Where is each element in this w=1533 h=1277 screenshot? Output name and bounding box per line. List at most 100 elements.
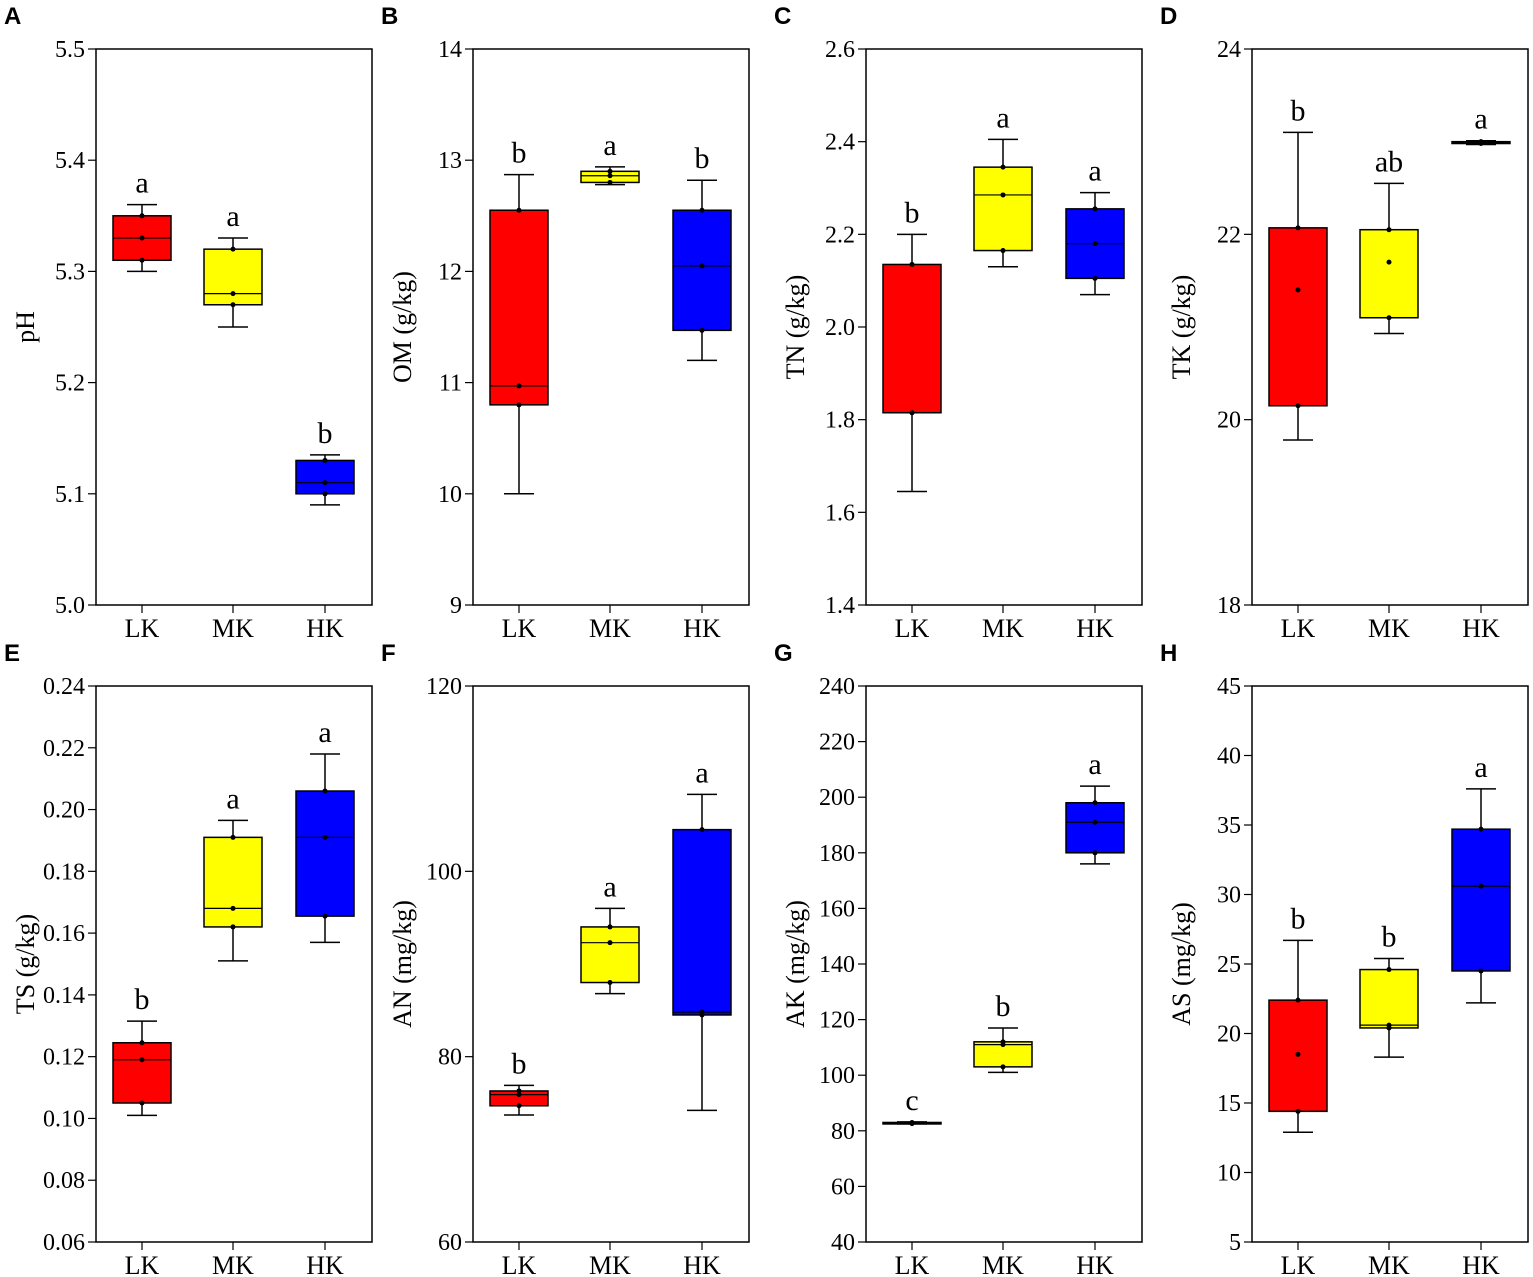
box-a-lk: a: [112, 167, 172, 273]
sig-label-f-lk: b: [512, 1047, 527, 1080]
sig-label-g-lk: c: [905, 1084, 918, 1117]
data-point-a-mk-1: [230, 291, 236, 297]
data-point-h-mk-1: [1386, 1022, 1392, 1028]
y-tick-label-h-4: 25: [1217, 952, 1241, 978]
panel-g: G 40 60 80 100 120 140 160 180 200 220 240 AK (mg/kg…: [774, 640, 1143, 1277]
plot-frame-d: [1251, 48, 1529, 606]
data-point-e-lk-1: [139, 1057, 145, 1063]
data-point-a-hk-2: [322, 457, 328, 463]
box-b-mk: a: [580, 129, 640, 186]
box-rect-d-mk: [1359, 228, 1419, 319]
y-axis-title-g: AK (mg/kg): [781, 900, 810, 1028]
y-tick-label-b-4: 13: [438, 148, 462, 174]
sig-label-h-hk: a: [1474, 751, 1487, 784]
sig-label-d-mk: ab: [1375, 145, 1403, 178]
data-point-d-lk-0: [1295, 403, 1301, 409]
box-h-hk: a: [1451, 751, 1511, 1004]
box-h-mk: b: [1359, 920, 1419, 1058]
x-tick-label-a-lk: LK: [125, 614, 160, 643]
y-tick-label-f-3: 120: [426, 674, 462, 700]
data-point-d-mk-0: [1386, 315, 1392, 321]
x-tick-label-f-lk: LK: [502, 1251, 537, 1277]
box-e-hk: a: [295, 716, 355, 944]
data-point-f-mk-1: [607, 940, 613, 946]
data-point-b-lk-1: [516, 383, 522, 389]
y-tick-label-h-6: 35: [1217, 813, 1241, 839]
panel-letter-d: D: [1160, 3, 1177, 30]
y-tick-label-g-3: 100: [819, 1063, 855, 1089]
y-tick-label-h-1: 10: [1217, 1161, 1241, 1187]
x-tick-label-b-lk: LK: [502, 614, 537, 643]
x-tick-label-g-lk: LK: [895, 1251, 930, 1277]
data-point-e-mk-1: [230, 905, 236, 911]
sig-label-d-hk: a: [1474, 103, 1487, 136]
box-rect-d-lk: [1268, 227, 1328, 407]
data-point-a-mk-0: [230, 302, 236, 308]
box-b-lk: b: [489, 137, 549, 495]
data-point-d-lk-1: [1295, 287, 1301, 293]
sig-label-a-hk: b: [318, 417, 333, 450]
y-axis-title-b: OM (g/kg): [388, 271, 417, 383]
sig-label-a-lk: a: [135, 167, 148, 200]
data-point-f-lk-0: [516, 1103, 522, 1109]
box-f-mk: a: [580, 870, 640, 995]
box-e-lk: b: [112, 983, 172, 1117]
data-point-g-hk-1: [1092, 819, 1098, 825]
data-point-a-lk-2: [139, 213, 145, 219]
y-tick-label-c-5: 2.4: [825, 130, 855, 156]
box-rect-b-lk: [489, 209, 549, 406]
y-tick-label-a-5: 5.5: [55, 37, 85, 63]
y-tick-label-g-6: 160: [819, 896, 855, 922]
sig-label-e-lk: b: [135, 983, 150, 1016]
data-point-e-hk-0: [322, 913, 328, 919]
data-point-e-hk-1: [322, 834, 328, 840]
panel-letter-f: F: [381, 640, 396, 667]
sig-label-c-mk: a: [996, 101, 1009, 134]
y-tick-label-b-3: 12: [438, 259, 462, 285]
y-tick-label-f-0: 60: [438, 1230, 462, 1256]
y-tick-label-b-1: 10: [438, 482, 462, 508]
data-point-h-mk-2: [1386, 967, 1392, 973]
box-rect-e-mk: [203, 836, 263, 928]
x-tick-label-c-lk: LK: [895, 614, 930, 643]
x-tick-label-h-mk: MK: [1368, 1251, 1410, 1277]
sig-label-d-lk: b: [1291, 94, 1306, 127]
box-c-hk: a: [1065, 155, 1125, 296]
y-tick-label-h-5: 30: [1217, 883, 1241, 909]
data-point-c-lk-1: [909, 410, 915, 416]
y-tick-label-c-2: 1.8: [825, 408, 855, 434]
data-point-h-hk-1: [1478, 883, 1484, 889]
data-point-h-hk-2: [1478, 826, 1484, 832]
data-point-b-hk-2: [699, 207, 705, 213]
x-tick-label-c-hk: HK: [1076, 614, 1114, 643]
x-tick-label-c-mk: MK: [982, 614, 1024, 643]
y-tick-label-c-4: 2.2: [825, 222, 855, 248]
y-tick-label-d-3: 24: [1217, 37, 1241, 63]
panel-c: C 1.4 1.6 1.8 2.0 2.2 2.4 2.6 TN (g/kg) b LK a MK a HK: [774, 3, 1143, 643]
data-point-e-lk-2: [139, 1040, 145, 1046]
data-point-d-lk-2: [1295, 225, 1301, 231]
data-point-b-lk-0: [516, 402, 522, 408]
box-g-lk: c: [882, 1084, 942, 1127]
panel-letter-e: E: [4, 640, 20, 667]
y-tick-label-g-7: 180: [819, 841, 855, 867]
box-rect-f-mk: [580, 926, 640, 984]
box-g-mk: b: [973, 990, 1033, 1074]
data-point-f-mk-0: [607, 980, 613, 986]
x-tick-label-b-mk: MK: [589, 614, 631, 643]
panel-b: B 9 10 11 12 13 14 OM (g/kg) b LK a MK b HK: [381, 3, 750, 643]
data-point-d-mk-1: [1386, 259, 1392, 265]
panel-a: A 5.0 5.1 5.2 5.3 5.4 5.5 pH a LK a MK b HK: [4, 3, 373, 643]
panel-h: H 5 10 15 20 25 30 35 40 45 AS (mg/kg) b LK b MK a HK: [1160, 640, 1529, 1277]
box-a-hk: b: [295, 417, 355, 506]
x-tick-label-d-lk: LK: [1281, 614, 1316, 643]
data-point-b-mk-0: [607, 179, 613, 185]
data-point-b-hk-0: [699, 327, 705, 333]
data-point-e-mk-2: [230, 834, 236, 840]
sig-label-c-hk: a: [1088, 155, 1101, 188]
data-point-g-mk-2: [1000, 1039, 1006, 1045]
y-tick-label-e-1: 0.08: [43, 1168, 85, 1194]
y-tick-label-g-5: 140: [819, 952, 855, 978]
y-tick-label-c-0: 1.4: [825, 593, 855, 619]
